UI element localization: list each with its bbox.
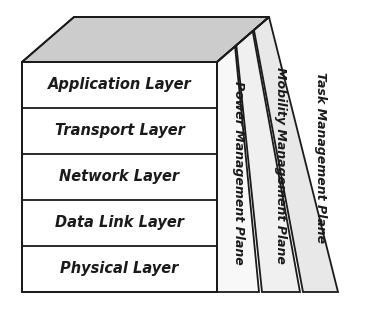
Polygon shape — [254, 17, 338, 292]
Polygon shape — [22, 17, 269, 62]
Bar — [22, 62, 217, 292]
Text: Mobility Management Plane: Mobility Management Plane — [275, 67, 288, 264]
Text: Task Management Plane: Task Management Plane — [314, 72, 327, 243]
Text: Transport Layer: Transport Layer — [55, 123, 185, 139]
Polygon shape — [236, 31, 300, 292]
Text: Physical Layer: Physical Layer — [60, 262, 179, 277]
Text: Application Layer: Application Layer — [48, 78, 191, 92]
Polygon shape — [217, 46, 259, 292]
Text: Data Link Layer: Data Link Layer — [55, 215, 184, 231]
Bar — [22, 62, 217, 292]
Text: Power Management Plane: Power Management Plane — [231, 81, 244, 265]
Text: Network Layer: Network Layer — [60, 170, 180, 184]
